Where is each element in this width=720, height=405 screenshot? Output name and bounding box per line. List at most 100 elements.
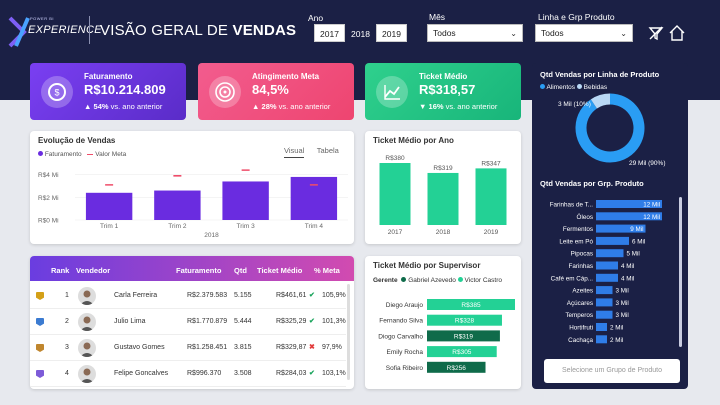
th-meta[interactable]: % Meta (314, 266, 340, 275)
target-icon (209, 76, 241, 108)
linha-dropdown[interactable]: Todos ⌄ (535, 24, 633, 42)
ano-label: Ano (308, 13, 324, 23)
th-vendedor[interactable]: Vendedor (76, 266, 111, 275)
bar-value-label: R$347 (481, 160, 501, 167)
legend-dot (401, 277, 407, 282)
meta-cell: 101,3% (322, 318, 346, 325)
ticket-cell: R$329,87 (276, 344, 307, 351)
qtd-cell: 5.444 (234, 318, 252, 325)
evolucao-legend: Faturamento Valor Meta (38, 151, 126, 158)
grp-label: Cachaça (568, 337, 593, 344)
evolucao-card: Evolução de Vendas Visual Tabela Faturam… (30, 131, 354, 244)
grp-label: Açúcares (567, 300, 593, 307)
svg-text:$: $ (54, 88, 59, 98)
donut-label-big: 29 Mil (90%) (629, 160, 665, 167)
grp-bar (596, 236, 629, 245)
arrow-up-icon: ▲ (252, 102, 260, 111)
logo-top-text: POWER BI (30, 16, 55, 21)
home-icon[interactable] (668, 24, 686, 42)
sup-legend: Gerente Gabriel Azevedo Victor Castro (373, 277, 502, 284)
bar-value-label: 3 Mil (616, 312, 629, 319)
vendedor-cell: Julio Lima (114, 318, 146, 325)
tab-tabela[interactable]: Tabela (316, 146, 339, 155)
th-qtd[interactable]: Qtd (234, 266, 247, 275)
grp-scrollbar[interactable] (679, 197, 682, 347)
rank-cell: 3 (65, 344, 69, 351)
bar-value-label: 9 Mil (630, 226, 643, 233)
qtd-cell: 3.508 (234, 370, 252, 377)
bar-value-label: 5 Mil (627, 251, 640, 258)
supervisor-label: Sofia Ribeiro (386, 365, 424, 372)
th-ticket[interactable]: Ticket Médio (257, 266, 303, 275)
table-row[interactable] (30, 361, 346, 387)
th-rank[interactable]: Rank (51, 266, 70, 275)
tab-visual[interactable]: Visual (284, 146, 305, 158)
ticket-sup-chart: Diego Araujo R$385 Fernando Silva R$328 Diog… (378, 299, 515, 373)
medal-icon (36, 344, 44, 352)
kpi-card-atingimento: Atingimento Meta 84,5% ▲ 28% vs. ano ant… (198, 63, 354, 120)
grp-bar (596, 323, 607, 331)
faturamento-bar (222, 181, 269, 220)
ticket-ano-card: Ticket Médio por Ano R$380 2017 R$319 2018 R… (365, 131, 521, 244)
header-divider (89, 16, 90, 44)
bar-value-label: 2 Mil (610, 337, 623, 344)
grp-bar (596, 212, 662, 221)
evolucao-chart: R$4 Mi R$2 Mi R$0 Mi Trim 1 Trim 2 Trim 3 Trim… (38, 169, 348, 239)
check-icon: ✔ (309, 370, 315, 377)
grp-label: Fermentos (563, 226, 593, 233)
mes-dropdown[interactable]: Todos ⌄ (427, 24, 523, 42)
ticket-ano-title: Ticket Médio por Ano (373, 136, 454, 145)
bar-value-label: 4 Mil (621, 275, 634, 282)
table-row[interactable] (30, 309, 346, 335)
vendedor-cell: Carla Ferreira (114, 292, 158, 299)
arrow-down-icon: ▼ (419, 102, 427, 111)
check-icon: ✔ (309, 318, 315, 325)
bar-value-label: 4 Mil (621, 263, 634, 270)
faturamento-cell: R$2.379.583 (187, 292, 228, 299)
line-chart-icon (376, 76, 408, 108)
donut-slice (590, 93, 611, 109)
faturamento-bar (154, 190, 201, 220)
grp-label: Temperos (565, 312, 593, 319)
table-row[interactable] (30, 283, 346, 309)
ticket-sup-card: Ticket Médio por Supervisor Gerente Gabr… (365, 256, 521, 389)
grp-bar (596, 261, 618, 270)
grp-bar (596, 286, 613, 295)
x-tick-label: 2017 (388, 229, 403, 236)
kpi-compare: ▲ 54% vs. ano anterior (84, 102, 163, 111)
right-panel: Qtd Vendas por Linha de Produto Alimento… (532, 63, 688, 389)
table-row[interactable] (30, 335, 346, 361)
x-tick-label: 2018 (436, 229, 451, 236)
x-tick-label: Trim 3 (237, 223, 256, 230)
year-button-2019[interactable]: 2019 (376, 24, 407, 42)
faturamento-bar (290, 176, 338, 220)
supervisor-bar (427, 314, 502, 326)
qtd-cell: 3.815 (234, 344, 252, 351)
grp-label: Café em Cáp... (551, 275, 594, 282)
legend-dot (540, 84, 545, 89)
meta-cell: 97,9% (322, 344, 342, 351)
logo-main-text: EXPERIENCE (28, 24, 102, 36)
bar-value-label: R$380 (385, 155, 405, 162)
year-button-2017[interactable]: 2017 (314, 24, 345, 42)
rank-cell: 1 (65, 292, 69, 299)
clear-filter-icon[interactable] (647, 24, 665, 42)
ticket-ano-chart: R$380 2017 R$319 2018 R$347 2019 (379, 155, 507, 236)
ticket-ano-bar (475, 168, 507, 225)
bar-value-label: R$256 (447, 365, 467, 372)
supervisor-bar (427, 361, 486, 373)
th-faturamento[interactable]: Faturamento (176, 266, 222, 275)
bar-value-label: R$385 (461, 302, 481, 309)
grp-label: Pipocas (571, 251, 593, 258)
grp-bar (596, 335, 607, 344)
avatar (78, 365, 96, 383)
grp-label: Óleos (577, 212, 593, 221)
selecione-grupo-button[interactable]: Selecione um Grupo de Produto (544, 359, 680, 383)
bar-value-label: R$328 (455, 318, 475, 325)
table-scrollbar[interactable] (347, 284, 350, 380)
medal-icon (36, 292, 44, 300)
legend-dot (38, 151, 43, 156)
year-button-2018[interactable]: 2018 (345, 24, 376, 42)
legend-line (87, 153, 94, 156)
faturamento-cell: R$1.258.451 (187, 344, 228, 351)
